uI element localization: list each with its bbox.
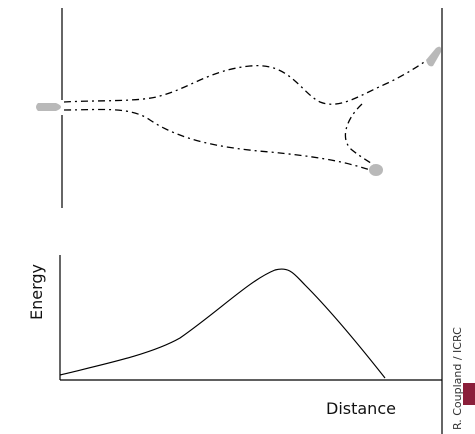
trajectory-panel	[36, 8, 443, 208]
bullet-entry-icon	[36, 103, 61, 111]
trajectory-deflect	[344, 103, 379, 169]
trajectory-upper	[63, 51, 439, 105]
bullet-exit-icon	[426, 46, 442, 67]
energy-curve	[59, 268, 386, 379]
credit-block: R. Coupland / ICRC	[451, 327, 475, 430]
energy-chart: Energy Distance	[27, 208, 443, 434]
bullet-deflected-icon	[369, 164, 383, 176]
photo-credit: R. Coupland / ICRC	[451, 327, 464, 430]
x-axis-label: Distance	[326, 399, 396, 418]
credit-accent-bar	[463, 383, 475, 405]
y-axis-label: Energy	[27, 264, 46, 320]
trajectory-lower	[63, 108, 371, 171]
